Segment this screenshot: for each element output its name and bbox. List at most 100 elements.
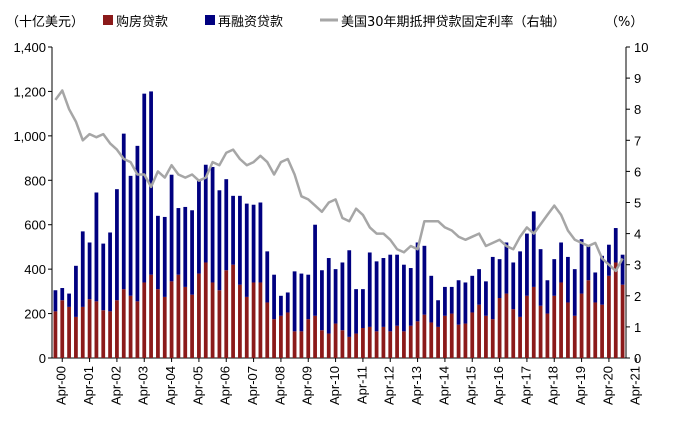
bar-purchase [566, 302, 570, 358]
bar-purchase [586, 280, 591, 358]
bar-refinance [135, 145, 140, 302]
x-tick-label: Apr-06 [218, 366, 233, 405]
bar-purchase [504, 293, 509, 358]
bar-refinance [272, 274, 276, 320]
bar-refinance [115, 189, 119, 301]
bar-purchase [333, 323, 338, 358]
bar-purchase [354, 333, 358, 358]
bar-purchase [149, 274, 153, 358]
bar-refinance [67, 293, 71, 307]
bar-refinance [361, 289, 365, 329]
bar-refinance [586, 245, 591, 281]
bar-refinance [128, 175, 133, 296]
right-tick-label: 10 [634, 40, 648, 55]
bar-purchase [197, 273, 201, 358]
bar-purchase [306, 319, 311, 358]
bar-purchase [176, 274, 181, 358]
bar-purchase [224, 270, 229, 358]
right-tick-label: 5 [634, 196, 641, 211]
bar-refinance [210, 166, 215, 283]
bar-refinance [456, 280, 461, 325]
bar-purchase [613, 262, 618, 358]
bar-refinance [490, 256, 495, 320]
left-tick-label: 1,400 [13, 40, 46, 55]
x-tick-label: Apr-02 [108, 366, 123, 405]
bar-refinance [217, 190, 222, 291]
bar-refinance [101, 243, 106, 311]
legend-swatch-refinance [205, 15, 215, 25]
bar-purchase [142, 282, 147, 358]
bar-purchase [607, 275, 611, 358]
bar-purchase [429, 322, 434, 358]
bar-purchase [408, 325, 413, 358]
bar-purchase [600, 304, 604, 358]
bar-refinance [190, 210, 194, 295]
bar-purchase [449, 313, 454, 358]
bar-refinance [306, 274, 311, 320]
bar-purchase [190, 294, 194, 358]
x-tick-label: Apr-18 [546, 366, 561, 405]
bar-purchase [183, 286, 188, 358]
bar-refinance [53, 290, 58, 312]
bar-purchase [210, 282, 215, 358]
right-tick-label: 3 [634, 258, 641, 273]
bar-refinance [572, 269, 577, 316]
bar-refinance [258, 202, 263, 283]
x-tick-label: Apr-00 [54, 366, 69, 405]
bar-purchase [313, 315, 317, 358]
bar-purchase [572, 315, 577, 358]
bar-refinance [244, 203, 249, 297]
bar-purchase [484, 315, 488, 358]
bar-refinance [169, 174, 174, 282]
right-tick-label: 6 [634, 164, 641, 179]
bar-purchase [121, 289, 126, 358]
bar-purchase [490, 319, 495, 358]
x-tick-label: Apr-04 [163, 366, 178, 405]
bar-refinance [531, 211, 536, 287]
bar-purchase [238, 284, 242, 358]
bar-purchase [272, 319, 276, 358]
bar-purchase [470, 312, 475, 358]
bar-refinance [251, 204, 256, 283]
bar-refinance [497, 259, 502, 299]
left-tick-label: 0 [39, 351, 46, 366]
rate-line [54, 89, 624, 273]
bar-refinance [559, 242, 563, 283]
bar-purchase [258, 282, 263, 358]
bar-refinance [443, 286, 447, 316]
bar-purchase [497, 298, 502, 358]
bar-refinance [408, 268, 413, 326]
bar-purchase [511, 309, 516, 358]
bar-refinance [367, 252, 372, 327]
bar-purchase [374, 331, 379, 358]
legend: （十亿美元） 购房贷款 再融资贷款 美国30年期抵押贷款固定利率（右轴） （%） [6, 14, 643, 30]
bar-refinance [381, 258, 386, 327]
right-tick-label: 4 [634, 227, 641, 242]
bar-purchase [101, 310, 106, 358]
bar-refinance [525, 233, 529, 296]
bar-purchase [347, 336, 352, 358]
bar-refinance [463, 282, 468, 324]
bar-purchase [326, 333, 331, 358]
left-tick-label: 400 [24, 262, 46, 277]
x-tick-label: Apr-11 [354, 366, 369, 404]
bar-purchase [525, 295, 529, 358]
bar-purchase [292, 331, 297, 358]
x-tick-label: Apr-10 [327, 366, 342, 405]
x-tick-label: Apr-01 [81, 366, 96, 405]
bar-refinance [142, 93, 147, 283]
bar-refinance [285, 292, 290, 313]
x-tick-label: Apr-07 [245, 366, 260, 405]
bar-refinance [183, 206, 188, 287]
bar-purchase [443, 315, 447, 358]
bar-refinance [449, 286, 454, 314]
bar-refinance [265, 251, 270, 303]
bar-purchase [87, 299, 92, 358]
bar-purchase [231, 264, 235, 358]
bar-refinance [504, 242, 509, 294]
bar-refinance [545, 280, 550, 314]
bar-purchase [265, 302, 270, 358]
bar-purchase [367, 326, 372, 358]
bar-refinance [388, 254, 393, 332]
bar-purchase [60, 300, 65, 358]
